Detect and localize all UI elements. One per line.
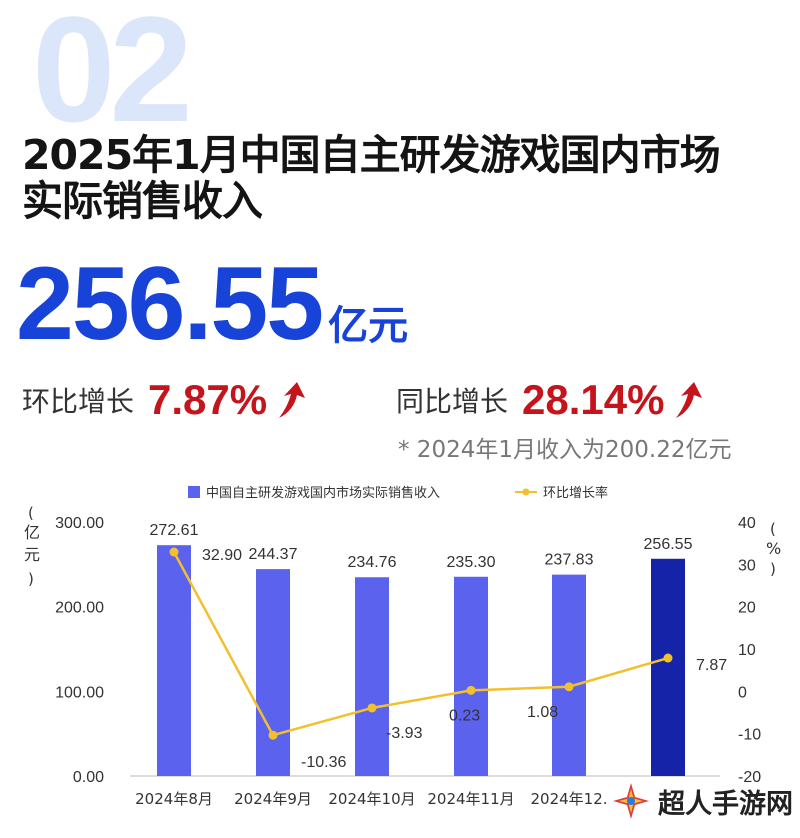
right-tick-label: 30 [738,557,756,574]
hero-unit: 亿元 [328,303,409,349]
growth-rate-point [367,703,377,713]
base-note: * 2024年1月收入为200.22亿元 [398,437,732,463]
bar [157,545,191,776]
right-tick-label: -20 [738,769,761,786]
bar [355,577,389,776]
mom-label: 环比增长 [22,385,135,418]
right-axis-paren-open: ( [770,520,776,538]
x-tick-label: 2024年8月 [135,790,213,808]
bar-value-label: 237.83 [545,552,594,569]
growth-rate-point [268,730,278,740]
growth-rate-point [466,685,476,695]
left-tick-label: 300.00 [55,515,104,532]
growth-rate-label: -10.36 [301,754,346,771]
x-tick-label: 2024年12. [530,790,607,808]
left-tick-label: 200.00 [55,600,104,617]
bar-value-label: 235.30 [447,554,496,571]
growth-rate-point [169,547,179,557]
growth-rate-label: 0.23 [449,707,480,724]
bar [651,558,685,776]
bar [256,569,290,776]
trend-up-icon [676,382,703,418]
x-tick-label: 2024年11月 [427,790,514,808]
mom-value: 7.87% [148,376,268,423]
legend-line-marker [522,488,530,496]
growth-rate-line [172,551,669,737]
growth-rate-point [564,682,574,692]
bar-value-label: 272.61 [150,522,199,539]
watermark-text: 超人手游网 [658,788,793,820]
yoy-stat: 同比增长 28.14% [396,376,706,424]
left-axis-paren-close: ) [28,570,34,588]
right-tick-label: 40 [738,515,756,532]
bar [552,574,586,776]
right-tick-label: 10 [738,642,756,659]
growth-rate-label: 1.08 [527,704,558,721]
yoy-value: 28.14% [522,376,665,423]
growth-rate-label: -3.93 [386,725,423,742]
hero-value: 256.55 [16,246,324,362]
bar-value-label: 256.55 [644,536,693,553]
watermark: 超人手游网 [610,780,793,822]
right-tick-label: 0 [738,684,747,701]
left-axis-paren-open: ( [28,504,34,522]
bar-value-label: 234.76 [348,554,397,571]
left-axis-title-char: 元 [24,545,40,564]
title-line-1: 2025年1月中国自主研发游戏国内市场 [22,131,721,179]
legend-bar-label: 中国自主研发游戏国内市场实际销售收入 [206,485,440,501]
growth-rate-label: 32.90 [202,547,242,564]
left-tick-label: 100.00 [55,684,104,701]
section-number: 02 [32,0,193,153]
x-tick-label: 2024年9月 [234,790,312,808]
site-logo-icon [613,783,649,819]
legend-line-label: 环比增长率 [543,485,608,501]
right-axis-title: % [766,539,781,558]
x-tick-label: 2024年10月 [328,790,415,808]
right-tick-label: 20 [738,600,756,617]
left-axis-title-char: 亿 [24,523,40,542]
growth-rate-point [663,653,673,663]
legend-bar-swatch [188,486,200,498]
right-axis-paren-close: ) [770,560,776,578]
trend-up-icon [279,382,306,418]
right-tick-label: -10 [738,727,761,744]
left-tick-label: 0.00 [73,769,104,786]
bar [454,576,488,776]
mom-stat: 环比增长 7.87% [22,376,309,424]
growth-rate-label: 7.87 [696,657,727,674]
hero-revenue: 256.55 亿元 [16,245,408,364]
title-line-2: 实际销售收入 [22,177,263,225]
yoy-label: 同比增长 [396,385,509,418]
page-title: 2025年1月中国自主研发游戏国内市场 实际销售收入 [22,131,721,225]
bar-value-label: 244.37 [249,546,298,563]
combo-chart: 中国自主研发游戏国内市场实际销售收入 环比增长率(亿元)(%)0.00100.00… [24,485,781,808]
